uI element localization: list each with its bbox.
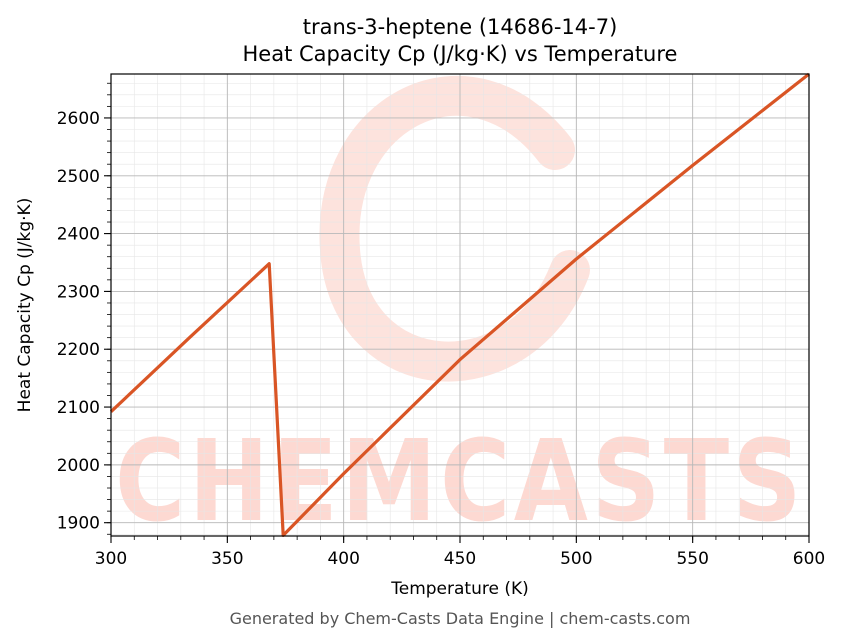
y-tick-label: 2500 <box>57 167 100 187</box>
watermark-logo-icon <box>319 75 590 382</box>
y-tick-label: 1900 <box>57 514 100 534</box>
chart-title: trans-3-heptene (14686-14-7) <box>303 15 618 39</box>
x-tick-label: 600 <box>793 549 825 569</box>
x-tick-label: 550 <box>676 549 708 569</box>
x-tick-label: 400 <box>327 549 359 569</box>
watermark-text: CHEMCASTS <box>115 417 805 547</box>
footer-credit: Generated by Chem-Casts Data Engine | ch… <box>230 609 691 628</box>
y-axis-label: Heat Capacity Cp (J/kg·K) <box>15 198 35 413</box>
series-line <box>109 72 810 538</box>
x-tick-label: 350 <box>211 549 243 569</box>
x-tick-label: 500 <box>560 549 592 569</box>
x-tick-label: 450 <box>444 549 476 569</box>
y-tick-label: 2000 <box>57 456 100 476</box>
y-tick-label: 2200 <box>57 340 100 360</box>
y-tick-label: 2100 <box>57 398 100 418</box>
y-tick-label: 2400 <box>57 225 100 245</box>
x-tick-label: 300 <box>95 549 127 569</box>
ticks: 300 350 400 450 500 550 600 1900 2000 2100 2200 230… <box>57 82 825 569</box>
chart-subtitle: Heat Capacity Cp (J/kg·K) vs Temperature <box>243 42 678 66</box>
x-axis-label: Temperature (K) <box>390 579 529 599</box>
y-tick-label: 2300 <box>57 282 100 302</box>
watermark: CHEMCASTS <box>115 75 805 547</box>
y-tick-label: 2600 <box>57 109 100 129</box>
series-layer <box>109 72 810 538</box>
major-grid <box>110 74 810 536</box>
